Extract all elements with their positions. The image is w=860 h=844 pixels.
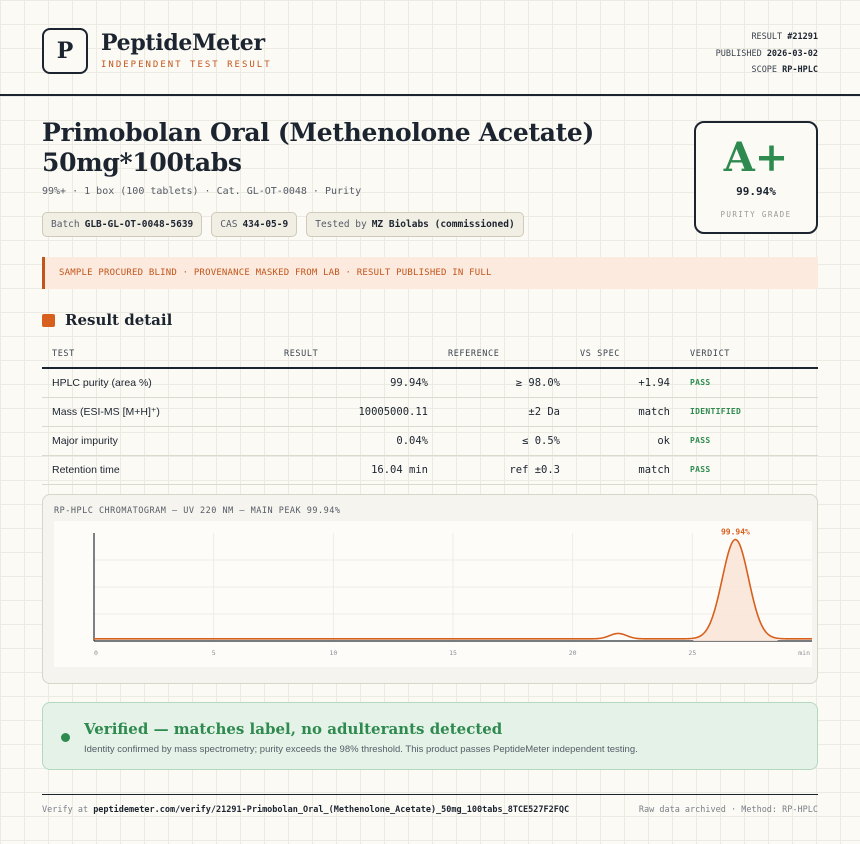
col-header-verdict: VERDICT	[680, 340, 818, 369]
table-row: Retention time 16.04 min ref ±0.3 match …	[42, 455, 818, 485]
cell-verdict: PASS	[680, 426, 818, 456]
cell-vs-spec: ok	[570, 426, 680, 456]
tested-by-chip: Tested by MZ Biolabs (commissioned)	[306, 212, 524, 237]
x-tick-label: 5	[212, 649, 216, 657]
footer-method: Raw data archived · Method: RP-HPLC	[638, 805, 818, 815]
purity-grade-card: A+ 99.94% PURITY GRADE	[694, 121, 818, 234]
x-tick-label: 10	[329, 649, 337, 657]
section-title: Result detail	[42, 311, 172, 329]
blind-sample-notice: SAMPLE PROCURED BLIND · PROVENANCE MASKE…	[42, 257, 818, 289]
verified-title: Verified — matches label, no adulterants…	[84, 720, 503, 738]
report-header: P PeptideMeter INDEPENDENT TEST RESULT R…	[0, 0, 860, 96]
chromatogram-line	[94, 538, 812, 640]
cell-result: 16.04 min	[274, 455, 438, 485]
chromatogram-card: RP-HPLC CHROMATOGRAM — UV 220 NM — MAIN …	[42, 494, 818, 684]
section-title-text: Result detail	[65, 311, 173, 329]
cell-vs-spec: +1.94	[570, 368, 680, 398]
chart-title: RP-HPLC CHROMATOGRAM — UV 220 NM — MAIN …	[54, 506, 341, 516]
verified-dot-icon	[61, 733, 70, 742]
cell-test: Major impurity	[42, 426, 274, 456]
cas-chip: CAS 434-05-9	[211, 212, 298, 237]
verify-link-text: Verify at peptidemeter.com/verify/21291-…	[42, 805, 570, 815]
product-chips: Batch GLB-GL-OT-0048-5639 CAS 434-05-9 Tes…	[42, 212, 524, 237]
product-title: Primobolan Oral (Methenolone Acetate) 50…	[42, 118, 594, 177]
x-tick-label: min	[798, 649, 810, 657]
col-header-test: TEST	[42, 340, 274, 369]
cell-vs-spec: match	[570, 455, 680, 485]
cell-verdict: PASS	[680, 455, 818, 485]
table-header-row: TEST RESULT REFERENCE VS SPEC VERDICT	[42, 340, 818, 369]
cell-verdict: IDENTIFIED	[680, 397, 818, 427]
meta-result: RESULT #21291	[751, 32, 818, 42]
product-subline: 99%+ · 1 box (100 tablets) · Cat. GL-OT-…	[42, 186, 362, 197]
grade-letter: A+	[723, 134, 789, 181]
grade-label: PURITY GRADE	[720, 210, 792, 219]
cell-result: 99.94%	[274, 368, 438, 398]
result-table: TEST RESULT REFERENCE VS SPEC VERDICT HP…	[42, 340, 818, 485]
brand-logo: P	[42, 28, 88, 74]
cell-test: Retention time	[42, 455, 274, 485]
cell-reference: ±2 Da	[438, 397, 570, 427]
cell-vs-spec: match	[570, 397, 680, 427]
table-row: Major impurity 0.04% ≤ 0.5% ok PASS	[42, 426, 818, 456]
verify-url[interactable]: peptidemeter.com/verify/21291-Primobolan…	[93, 805, 570, 815]
main-peak-fill	[693, 539, 778, 641]
table-row: HPLC purity (area %) 99.94% ≥ 98.0% +1.9…	[42, 368, 818, 398]
brand-tagline: INDEPENDENT TEST RESULT	[101, 60, 272, 70]
cell-result: 10005000.11	[274, 397, 438, 427]
report-meta: RESULT #21291 PUBLISHED 2026-03-02 SCOPE…	[716, 29, 818, 79]
x-tick-label: 15	[449, 649, 457, 657]
cell-verdict: PASS	[680, 368, 818, 398]
col-header-result: RESULT	[274, 340, 438, 369]
verified-banner: Verified — matches label, no adulterants…	[42, 702, 818, 770]
batch-chip: Batch GLB-GL-OT-0048-5639	[42, 212, 203, 237]
cell-reference: ≥ 98.0%	[438, 368, 570, 398]
meta-published: PUBLISHED 2026-03-02	[715, 48, 818, 59]
x-tick-label: 25	[688, 649, 696, 657]
cell-test: Mass (ESI-MS [M+H]⁺)	[42, 397, 274, 427]
cell-reference: ≤ 0.5%	[438, 426, 570, 456]
meta-scope: SCOPE RP-HPLC	[751, 65, 818, 75]
chromatogram-chart: 99.94% 0 5 10 15 20 25 min	[93, 527, 812, 657]
col-header-reference: REFERENCE	[438, 340, 570, 369]
verified-text: Identity confirmed by mass spectrometry;…	[84, 744, 638, 755]
x-tick-label: 20	[569, 649, 577, 657]
cell-result: 0.04%	[274, 426, 438, 456]
cell-reference: ref ±0.3	[438, 455, 570, 485]
grade-value: 99.94%	[736, 185, 776, 198]
section-marker-icon	[42, 313, 55, 327]
brand-name: PeptideMeter	[101, 30, 265, 56]
col-header-vs-spec: VS SPEC	[570, 340, 680, 369]
cell-test: HPLC purity (area %)	[42, 368, 274, 398]
table-row: Mass (ESI-MS [M+H]⁺) 10005000.11 ±2 Da m…	[42, 397, 818, 427]
footer-divider	[42, 794, 818, 795]
x-tick-label: 0	[94, 649, 98, 657]
chart-plot-area: 99.94% 0 5 10 15 20 25 min	[54, 521, 812, 667]
peak-label: 99.94%	[721, 527, 750, 536]
